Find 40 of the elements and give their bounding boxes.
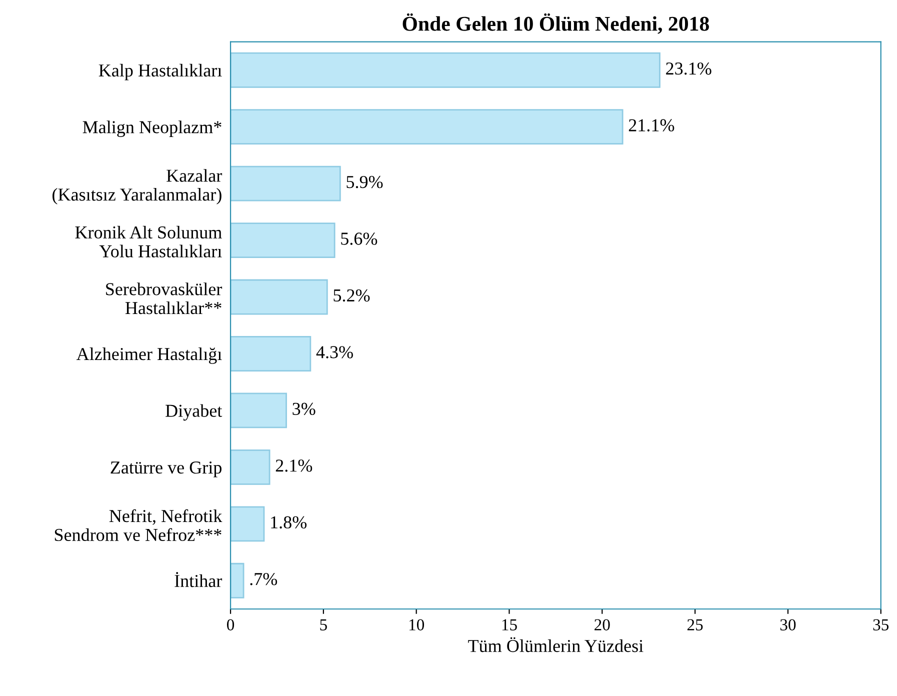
y-tick-label: Kronik Alt Solunum Yolu Hastalıkları [75, 226, 222, 258]
y-tick-label: Zatürre ve Grip [110, 462, 222, 478]
y-tick-label: Diyabet [166, 404, 222, 421]
y-tick-label: Serebrovasküler Hastalıklar** [106, 282, 222, 314]
data-label: .7% [250, 572, 278, 586]
x-tick-label: 30 [780, 619, 796, 630]
data-label: 1.8% [271, 516, 307, 529]
x-tick-label: 10 [409, 619, 424, 630]
data-label: 23.1% [666, 62, 712, 75]
data-label: 5.2% [334, 289, 370, 302]
bar [230, 449, 270, 485]
x-tick-label: 35 [873, 619, 889, 630]
data-label: 5.6% [341, 232, 378, 245]
chart-title: Önde Gelen 10 Ölüm Nedeni, 2018 [402, 13, 709, 34]
bar [230, 279, 328, 315]
bar [230, 52, 660, 88]
y-tick-label: Alzheimer Hastalığı [76, 347, 222, 364]
bar [230, 562, 244, 598]
x-tick-label: 25 [687, 619, 703, 630]
x-axis-title: Tüm Ölümlerin Yüzdesi [468, 637, 644, 652]
y-tick-label: Malign Neoplazm* [82, 120, 222, 138]
x-tick-label: 20 [594, 619, 610, 630]
bar [230, 222, 336, 258]
data-label: 5.9% [346, 176, 383, 188]
y-tick-label: Nefrit, Nefrotik Sendrom ve Nefroz*** [54, 509, 222, 542]
bar [230, 506, 265, 542]
bar [230, 109, 624, 145]
data-label: 3% [292, 402, 316, 416]
data-label: 2.1% [276, 460, 312, 472]
y-tick-label: İntihar [174, 572, 222, 588]
y-tick-label: Kazalar (Kasıtsız Yaralanmalar) [52, 169, 222, 204]
bar [230, 166, 341, 202]
x-tick-label: 15 [502, 619, 517, 630]
data-label: 4.3% [316, 346, 353, 358]
y-tick-label: Kalp Hastalıkları [98, 64, 222, 80]
bar [230, 336, 312, 372]
x-tick-label: 0 [227, 619, 234, 630]
x-tick-label: 5 [320, 619, 327, 630]
data-label: 21.1% [628, 119, 674, 132]
bar [230, 392, 287, 428]
